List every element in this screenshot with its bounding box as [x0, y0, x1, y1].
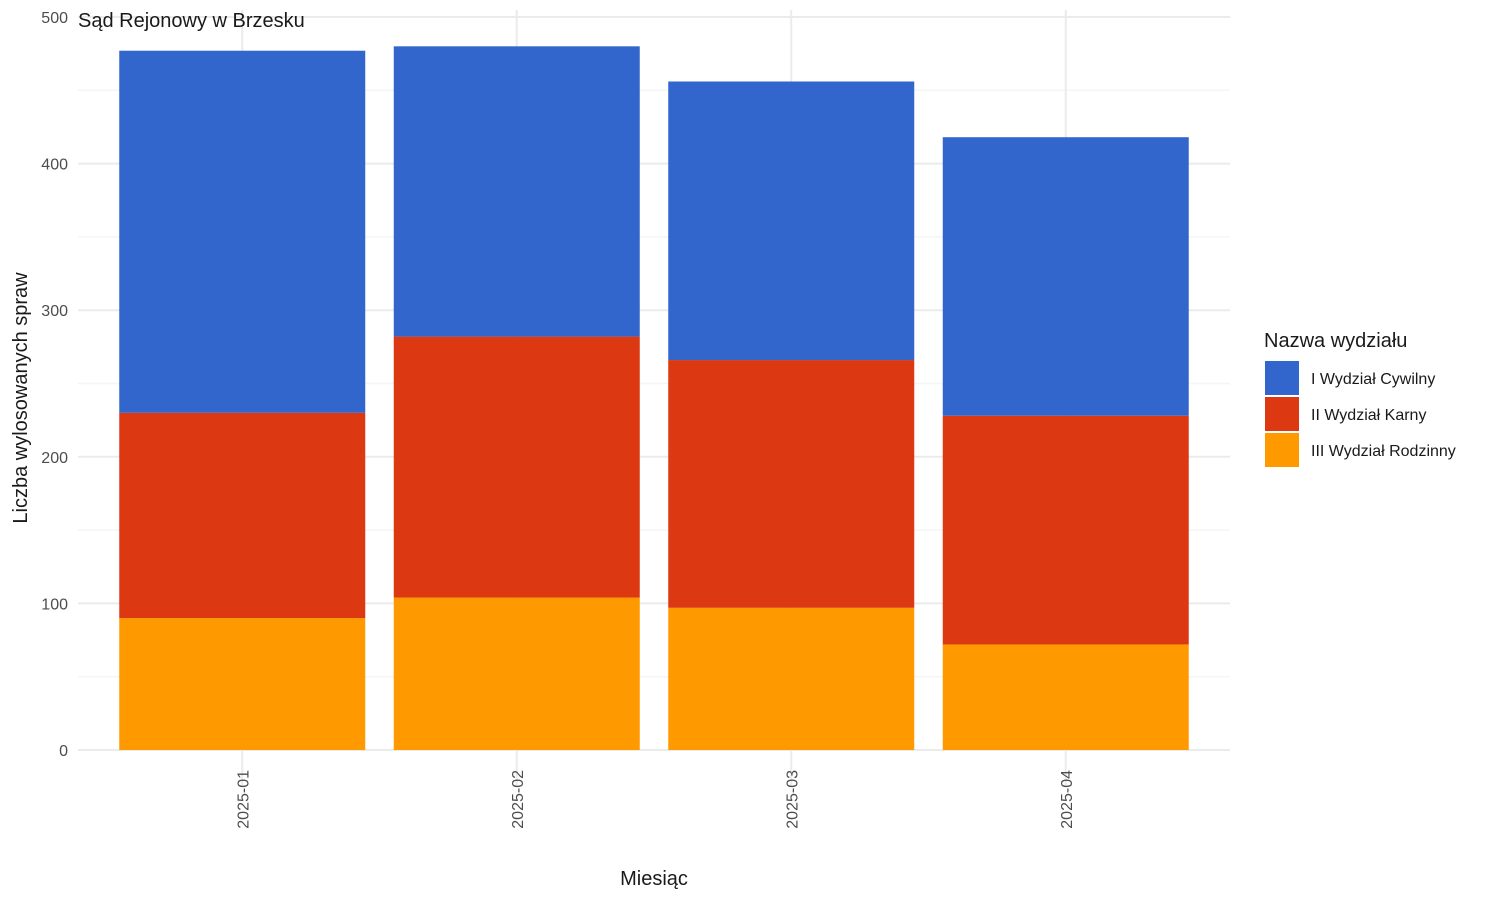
- x-tick-label: 2025-01: [235, 770, 252, 829]
- x-tick-label: 2025-04: [1059, 770, 1076, 829]
- y-axis-title: Liczba wylosowanych spraw: [10, 272, 32, 524]
- bar-segment: [668, 81, 915, 361]
- bar-segment: [393, 336, 640, 598]
- y-tick-label: 300: [41, 303, 68, 320]
- axis-layer: 0 100 200 300 400 500 2025-01 2025-02 2025-03 202…: [41, 10, 1075, 829]
- bar-segment: [668, 607, 915, 750]
- legend: Nazwa wydziału I Wydział Cywilny II Wydzi…: [1264, 330, 1456, 467]
- bar-segment: [942, 415, 1189, 645]
- y-tick-label: 200: [41, 450, 68, 467]
- legend-swatch: [1265, 433, 1299, 467]
- bar-segment: [119, 618, 366, 750]
- legend-swatch: [1265, 397, 1299, 431]
- bar-segment: [119, 50, 366, 413]
- bar-segment: [393, 46, 640, 337]
- chart-title: Sąd Rejonowy w Brzesku: [78, 10, 305, 32]
- bar-segment: [119, 412, 366, 619]
- legend-title: Nazwa wydziału: [1264, 330, 1407, 352]
- y-tick-label: 100: [41, 596, 68, 613]
- y-tick-label: 0: [59, 743, 68, 760]
- legend-swatch: [1265, 361, 1299, 395]
- x-axis-title: Miesiąc: [620, 868, 688, 890]
- bars-layer: [119, 46, 1189, 750]
- bar-segment: [942, 137, 1189, 416]
- bar-segment: [668, 360, 915, 608]
- bar-segment: [393, 597, 640, 750]
- bar-segment: [942, 644, 1189, 750]
- y-tick-label: 500: [41, 10, 68, 27]
- legend-label: II Wydział Karny: [1311, 407, 1426, 424]
- y-tick-label: 400: [41, 157, 68, 174]
- legend-label: III Wydział Rodzinny: [1311, 443, 1456, 460]
- x-tick-label: 2025-03: [784, 770, 801, 829]
- legend-label: I Wydział Cywilny: [1311, 371, 1435, 388]
- x-tick-label: 2025-02: [510, 770, 527, 829]
